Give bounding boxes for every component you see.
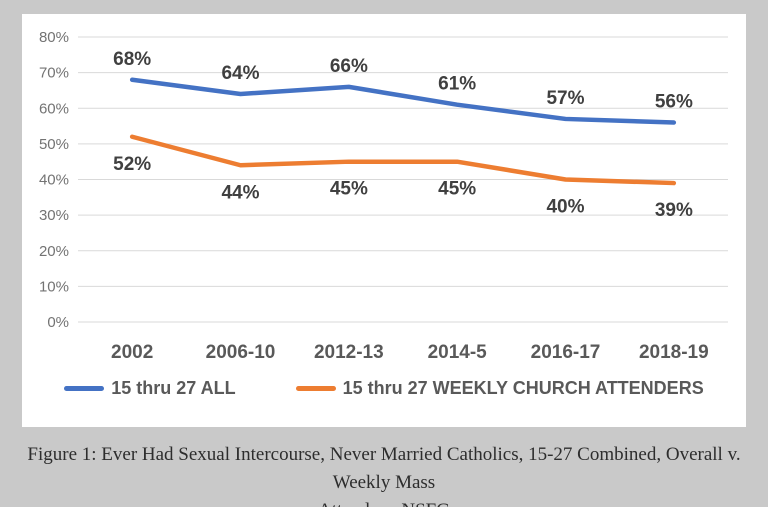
legend-item-weekly-attenders: 15 thru 27 WEEKLY CHURCH ATTENDERS	[295, 378, 704, 399]
x-axis-tick-label: 2018-19	[639, 342, 709, 363]
y-axis-tick-label: 40%	[39, 172, 69, 189]
x-axis-tick-label: 2012-13	[314, 342, 384, 363]
caption-line-2: Attenders, NSFG	[0, 497, 768, 507]
x-axis-tick-label: 2002	[111, 342, 153, 363]
data-label: 52%	[113, 154, 151, 175]
data-label: 56%	[655, 92, 693, 113]
y-axis-tick-label: 10%	[39, 278, 69, 295]
chart-panel: 0% 10% 20% 30% 40% 50% 60% 70% 80% 2002 2006-10 201…	[22, 14, 746, 427]
legend-line-swatch-blue	[64, 386, 105, 391]
x-axis-tick-label: 2014-5	[428, 342, 488, 363]
y-axis-tick-label: 80%	[39, 29, 69, 46]
series-line	[129, 134, 677, 186]
data-label: 40%	[546, 197, 584, 218]
chart-legend: 15 thru 27 ALL 15 thru 27 WEEKLY CHURCH …	[22, 378, 746, 399]
data-label: 39%	[655, 200, 693, 221]
x-axis-tick-label: 2006-10	[206, 342, 276, 363]
data-label: 45%	[438, 179, 476, 200]
legend-item-all: 15 thru 27 ALL	[64, 378, 236, 399]
data-label: 68%	[113, 49, 151, 70]
y-axis-tick-label: 20%	[39, 243, 69, 260]
series-line	[129, 77, 677, 125]
legend-label-all: 15 thru 27 ALL	[111, 378, 236, 398]
figure-caption: Figure 1: Ever Had Sexual Intercourse, N…	[0, 428, 768, 507]
data-label: 45%	[330, 179, 368, 200]
data-label: 64%	[221, 63, 259, 84]
y-axis-tick-label: 0%	[47, 314, 69, 331]
y-axis-tick-label: 60%	[39, 100, 69, 117]
data-label: 57%	[546, 88, 584, 109]
legend-line-swatch-orange	[295, 386, 336, 391]
data-label: 44%	[221, 182, 259, 203]
line-chart: 0% 10% 20% 30% 40% 50% 60% 70% 80% 2002 2006-10 201…	[39, 29, 728, 363]
caption-line-1: Figure 1: Ever Had Sexual Intercourse, N…	[27, 444, 741, 493]
y-axis-tick-label: 50%	[39, 136, 69, 153]
y-axis-tick-label: 70%	[39, 65, 69, 82]
x-axis-tick-label: 2016-17	[531, 342, 601, 363]
data-label: 66%	[330, 56, 368, 77]
data-label: 61%	[438, 74, 476, 95]
y-axis-tick-label: 30%	[39, 207, 69, 224]
legend-label-weekly-attenders: 15 thru 27 WEEKLY CHURCH ATTENDERS	[342, 378, 704, 398]
